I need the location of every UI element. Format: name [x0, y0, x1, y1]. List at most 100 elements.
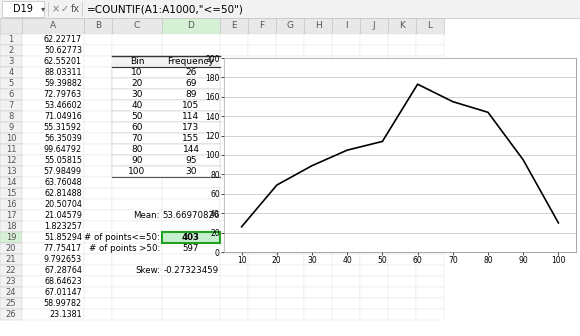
Text: 3: 3 [8, 57, 14, 66]
Bar [360, 100, 388, 111]
Bar [162, 18, 220, 34]
Bar [388, 199, 416, 210]
Bar [332, 177, 360, 188]
Bar [0, 133, 22, 144]
Text: 62.55201: 62.55201 [44, 57, 82, 66]
Bar [388, 254, 416, 265]
Bar [276, 133, 304, 144]
Bar [220, 18, 248, 34]
Bar [276, 298, 304, 309]
Bar [416, 298, 444, 309]
Text: 53.46602: 53.46602 [44, 101, 82, 110]
Bar [388, 177, 416, 188]
Bar [388, 298, 416, 309]
Bar [332, 166, 360, 177]
Text: L: L [427, 22, 433, 31]
Bar [84, 232, 112, 243]
Bar [0, 243, 22, 254]
Text: 144: 144 [183, 145, 200, 154]
Bar [304, 122, 332, 133]
Text: 15: 15 [6, 189, 16, 198]
Bar [304, 133, 332, 144]
Bar [0, 122, 22, 133]
Bar [388, 56, 416, 67]
Bar [0, 232, 22, 243]
Bar [22, 122, 84, 133]
Bar [162, 56, 220, 67]
Text: D19: D19 [13, 4, 33, 14]
Bar [84, 287, 112, 298]
Bar [112, 122, 162, 133]
Bar [0, 298, 22, 309]
Text: fx: fx [70, 4, 79, 14]
Bar [304, 67, 332, 78]
Bar [360, 243, 388, 254]
Bar [416, 287, 444, 298]
Bar [162, 265, 220, 276]
Bar [304, 18, 332, 34]
Text: 18: 18 [6, 222, 16, 231]
Bar [220, 155, 248, 166]
Bar [220, 265, 248, 276]
Bar [112, 232, 162, 243]
Bar [112, 133, 162, 144]
Bar [22, 89, 84, 100]
Bar [248, 287, 276, 298]
Text: 30: 30 [185, 167, 197, 176]
Bar [276, 34, 304, 45]
Bar [276, 243, 304, 254]
Bar [22, 111, 84, 122]
Bar [220, 34, 248, 45]
Text: C: C [134, 22, 140, 31]
Bar [162, 232, 220, 243]
Text: ▾: ▾ [41, 4, 45, 13]
Bar [360, 111, 388, 122]
Bar [388, 133, 416, 144]
Bar [0, 210, 22, 221]
Bar [360, 177, 388, 188]
Text: 55.31592: 55.31592 [44, 123, 82, 132]
Bar [112, 276, 162, 287]
Bar [388, 166, 416, 177]
Bar [22, 232, 84, 243]
Bar [388, 18, 416, 34]
Bar [388, 34, 416, 45]
Bar [224, 58, 576, 252]
Text: 62.81488: 62.81488 [45, 189, 82, 198]
Bar [276, 309, 304, 320]
Bar [332, 210, 360, 221]
Text: 16: 16 [6, 200, 16, 209]
Bar [112, 56, 220, 67]
Bar [112, 298, 162, 309]
Text: 60: 60 [131, 123, 143, 132]
Bar [360, 309, 388, 320]
Bar [276, 166, 304, 177]
Bar [0, 78, 22, 89]
Bar [416, 89, 444, 100]
Text: 63.76048: 63.76048 [45, 178, 82, 187]
Bar [162, 34, 220, 45]
Bar [276, 177, 304, 188]
Text: 6: 6 [8, 90, 14, 99]
Bar [112, 254, 162, 265]
Bar [112, 177, 162, 188]
Bar [0, 276, 22, 287]
Bar [276, 78, 304, 89]
Text: 40: 40 [131, 101, 143, 110]
Bar [276, 276, 304, 287]
Text: 2: 2 [8, 46, 13, 55]
Bar [112, 144, 220, 155]
Text: F: F [259, 22, 264, 31]
Bar [416, 254, 444, 265]
Bar [276, 100, 304, 111]
Bar [276, 210, 304, 221]
Text: ×: × [52, 4, 60, 14]
Bar [112, 287, 162, 298]
Bar [416, 166, 444, 177]
Text: 50: 50 [131, 112, 143, 121]
Bar [2, 1, 44, 17]
Bar [416, 188, 444, 199]
Bar [162, 254, 220, 265]
Bar [276, 265, 304, 276]
Bar [84, 100, 112, 111]
